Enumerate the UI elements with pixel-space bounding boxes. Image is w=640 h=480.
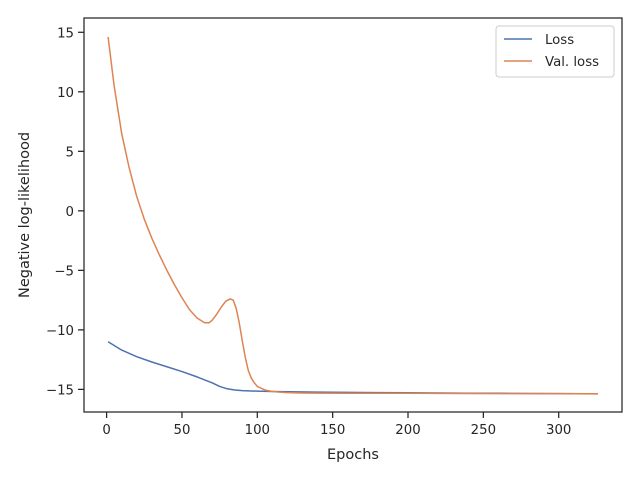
- y-tick-label: 0: [66, 205, 74, 220]
- y-tick-label: −15: [46, 383, 74, 398]
- x-tick-label: 100: [245, 423, 270, 438]
- x-tick-label: 300: [546, 423, 571, 438]
- y-axis-title: Negative log-likelihood: [17, 132, 33, 298]
- series-line-val-loss: [107, 36, 598, 395]
- plot-frame: [83, 17, 623, 413]
- x-tick-label: 0: [102, 423, 110, 438]
- y-tick-label: 10: [57, 86, 74, 101]
- y-tick-label: −10: [46, 324, 74, 339]
- x-tick-label: 250: [471, 423, 496, 438]
- axes-layer: [83, 17, 623, 413]
- series-layer: [107, 36, 598, 395]
- y-tick-label: −5: [54, 264, 74, 279]
- plot-background: [84, 18, 622, 412]
- y-tick-label: 15: [57, 26, 74, 41]
- y-ticks: −15 −10 −5 0 5 10 15: [46, 26, 84, 398]
- x-tick-label: 50: [173, 423, 190, 438]
- x-tick-label: 200: [395, 423, 420, 438]
- x-axis-title: Epochs: [327, 447, 379, 463]
- x-tick-label: 150: [320, 423, 345, 438]
- legend: Loss Val. loss: [495, 25, 615, 78]
- x-ticks: 0 50 100 150 200 250 300: [102, 412, 571, 438]
- legend-label-loss: Loss: [545, 33, 574, 48]
- y-tick-label: 5: [66, 145, 74, 160]
- legend-label-val-loss: Val. loss: [545, 55, 599, 70]
